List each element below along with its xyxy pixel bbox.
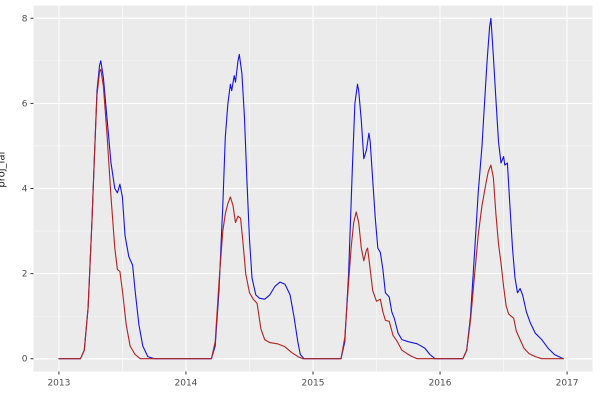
x-tick-label: 2016	[429, 379, 452, 389]
series-blue-line	[58, 17, 564, 360]
y-tick-label: 2	[22, 270, 28, 280]
y-tick-label: 0	[22, 355, 28, 365]
series-red-line	[58, 68, 564, 360]
x-tick-label: 2014	[175, 379, 198, 389]
x-tick-label: 2013	[47, 379, 70, 389]
y-tick-label: 6	[22, 99, 28, 109]
x-tick-label: 2017	[556, 379, 579, 389]
y-axis-title: proj_lai	[0, 151, 8, 188]
y-tick-label: 8	[22, 14, 28, 24]
x-tick-label: 2015	[302, 379, 325, 389]
y-tick-label: 4	[22, 185, 28, 195]
